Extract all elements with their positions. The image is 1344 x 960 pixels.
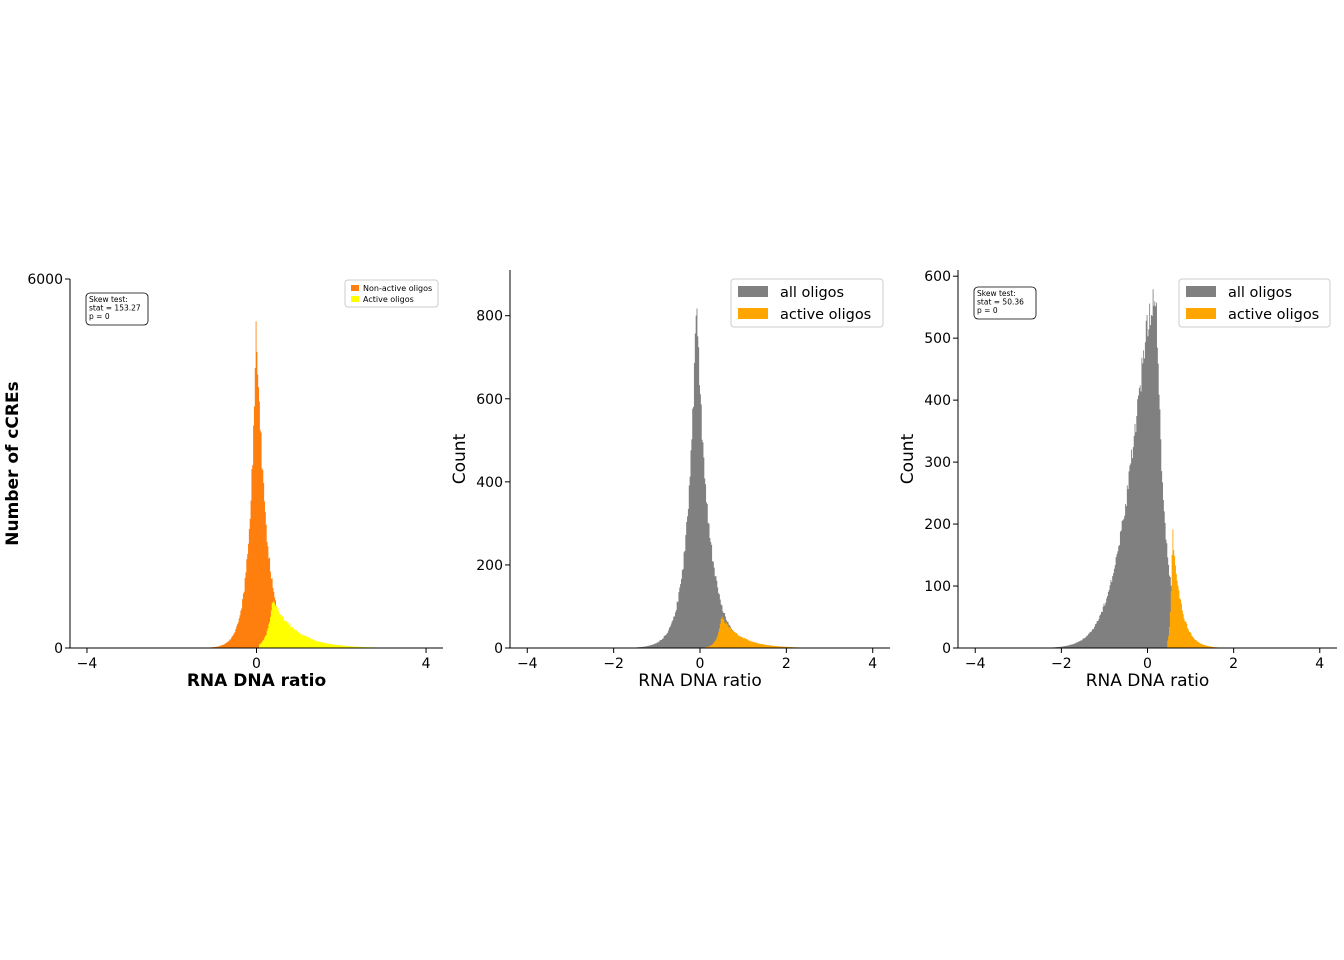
y-tick-label: 0 [494, 641, 503, 657]
x-tick-label: 4 [868, 656, 877, 672]
y-tick-label: 400 [476, 475, 503, 491]
x-axis-label: RNA DNA ratio [187, 671, 326, 691]
y-tick-label: 300 [924, 455, 951, 471]
legend-frame [344, 279, 439, 308]
x-tick-label: 0 [696, 656, 705, 672]
annotation-line: Skew test: [977, 289, 1016, 298]
legend-frame [730, 278, 884, 328]
y-tick-label: 200 [924, 517, 951, 533]
legend-swatch [1186, 308, 1216, 319]
histogram-bars [180, 321, 380, 648]
x-tick-label: 4 [422, 656, 431, 672]
series-1-bars [596, 308, 826, 648]
annotation-line: Skew test: [89, 295, 128, 304]
annotation-line: stat = 153.27 [89, 304, 141, 313]
x-tick-label: −4 [77, 656, 98, 672]
x-tick-label: 0 [252, 656, 261, 672]
x-tick-label: 2 [782, 656, 791, 672]
x-tick-label: −2 [1051, 656, 1072, 672]
y-tick-label: 200 [476, 558, 503, 574]
histogram-bars [596, 308, 826, 648]
skew-test-annotation: Skew test:stat = 50.36p = 0 [973, 286, 1037, 320]
annotation-frame [973, 286, 1037, 320]
legend-label: active oligos [780, 307, 871, 323]
legend-swatch [351, 296, 359, 302]
legend-swatch [1186, 286, 1216, 297]
x-tick-label: 4 [1315, 656, 1324, 672]
legend-swatch [738, 308, 768, 319]
y-tick-label: 6000 [27, 272, 63, 288]
y-tick-label: 600 [476, 392, 503, 408]
legend-label: Active oligos [363, 295, 414, 304]
legend-label: all oligos [780, 285, 844, 301]
y-tick-label: 100 [924, 579, 951, 595]
annotation-line: p = 0 [89, 312, 110, 321]
x-tick-label: 0 [1143, 656, 1152, 672]
series-2-bars [1167, 529, 1221, 648]
annotation-line: p = 0 [977, 306, 998, 315]
x-tick-label: −4 [517, 656, 538, 672]
legend: all oligos active oligos [1178, 278, 1331, 328]
series-1-bars [180, 321, 376, 648]
x-axis-label: RNA DNA ratio [638, 671, 762, 691]
y-tick-label: 500 [924, 331, 951, 347]
legend: all oligos active oligos [730, 278, 884, 328]
legend-swatch [738, 286, 768, 297]
series-1-bars [1052, 289, 1234, 648]
chart-panel-1: −4 0 4 0 6000 RNA DNA ratio Number of cCREs Non… [3, 272, 443, 691]
histogram-bars [1052, 289, 1234, 648]
x-axis-label: RNA DNA ratio [1086, 671, 1210, 691]
x-tick-label: −2 [603, 656, 624, 672]
legend-label: all oligos [1228, 285, 1292, 301]
annotation-line: stat = 50.36 [977, 298, 1024, 307]
legend-frame [1178, 278, 1331, 328]
skew-test-annotation: Skew test:stat = 153.27p = 0 [85, 292, 149, 326]
y-axis-label: Number of cCREs [3, 381, 23, 545]
chart-panel-2: −4 −2 0 2 4 0 200 400 600 800 RNA DNA ratio Count al… [450, 270, 890, 691]
x-tick-label: −4 [965, 656, 986, 672]
y-tick-label: 600 [924, 269, 951, 285]
series-2-bars [704, 616, 804, 648]
legend-label: active oligos [1228, 307, 1319, 323]
y-tick-label: 800 [476, 309, 503, 325]
legend-swatch [351, 285, 359, 291]
legend: Non-active oligos Active oligos [344, 279, 439, 308]
chart-panel-3: −4 −2 0 2 4 0 100 200 300 400 500 600 RNA DNA ratio C… [898, 269, 1337, 691]
y-tick-label: 0 [942, 641, 951, 657]
y-axis-label: Count [450, 433, 470, 484]
annotation-frame [85, 292, 149, 326]
y-tick-label: 0 [54, 641, 63, 657]
legend-label: Non-active oligos [363, 284, 432, 293]
y-axis-label: Count [898, 433, 918, 484]
y-tick-label: 400 [924, 393, 951, 409]
series-2-bars [259, 601, 380, 648]
x-tick-label: 2 [1229, 656, 1238, 672]
